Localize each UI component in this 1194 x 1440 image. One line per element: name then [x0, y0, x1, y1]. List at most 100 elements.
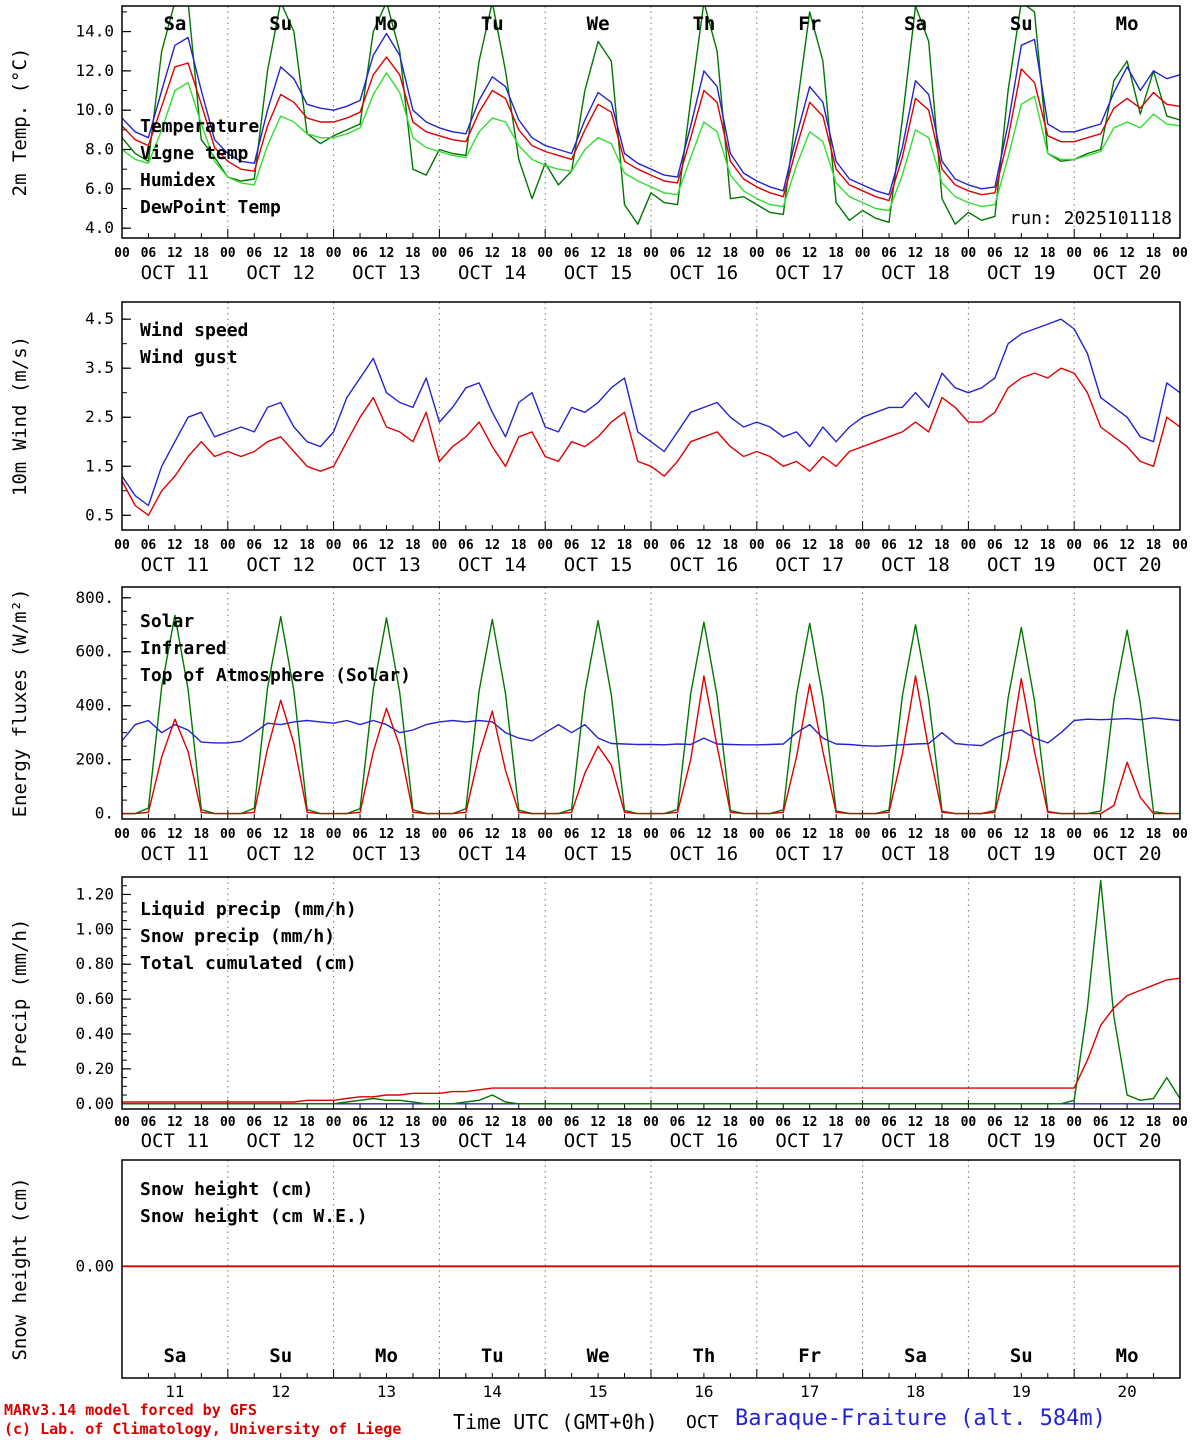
- svg-text:06: 06: [458, 1115, 474, 1130]
- svg-text:12: 12: [273, 246, 289, 261]
- svg-text:Fr: Fr: [798, 1345, 821, 1367]
- svg-text:OCT 18: OCT 18: [881, 843, 950, 863]
- svg-text:18: 18: [1146, 1115, 1162, 1130]
- svg-text:Su: Su: [1010, 13, 1033, 35]
- svg-text:12: 12: [802, 827, 818, 842]
- svg-text:14.0: 14.0: [75, 22, 114, 41]
- svg-text:run: 2025101118: run: 2025101118: [1009, 208, 1172, 229]
- svg-text:00: 00: [855, 827, 871, 842]
- svg-text:12: 12: [484, 538, 500, 553]
- svg-text:OCT 17: OCT 17: [775, 262, 844, 284]
- svg-text:19: 19: [1012, 1382, 1031, 1400]
- svg-text:00: 00: [961, 246, 977, 261]
- svg-text:00: 00: [220, 246, 236, 261]
- svg-text:06: 06: [564, 246, 580, 261]
- svg-text:00: 00: [432, 1115, 448, 1130]
- svg-text:06: 06: [246, 827, 262, 842]
- svg-text:18: 18: [906, 1382, 925, 1400]
- svg-text:OCT 13: OCT 13: [352, 554, 421, 575]
- svg-text:00: 00: [537, 827, 553, 842]
- svg-text:12: 12: [908, 246, 924, 261]
- svg-text:06: 06: [881, 538, 897, 553]
- svg-text:12: 12: [379, 827, 395, 842]
- svg-text:18: 18: [194, 246, 210, 261]
- svg-text:OCT 17: OCT 17: [775, 1130, 844, 1150]
- svg-text:00: 00: [326, 246, 342, 261]
- svg-text:Snow height (cm): Snow height (cm): [9, 1177, 31, 1360]
- svg-text:1.00: 1.00: [75, 919, 114, 938]
- svg-text:00: 00: [220, 827, 236, 842]
- svg-text:OCT 12: OCT 12: [246, 262, 315, 284]
- svg-text:12: 12: [1119, 1115, 1135, 1130]
- svg-text:Vigne temp: Vigne temp: [140, 143, 249, 164]
- svg-text:18: 18: [405, 827, 421, 842]
- svg-text:00: 00: [855, 538, 871, 553]
- svg-text:06: 06: [775, 827, 791, 842]
- svg-text:Su: Su: [269, 13, 292, 35]
- svg-text:18: 18: [511, 538, 527, 553]
- svg-text:18: 18: [194, 827, 210, 842]
- svg-text:00: 00: [1066, 538, 1082, 553]
- svg-text:18: 18: [723, 827, 739, 842]
- svg-text:Sa: Sa: [163, 13, 186, 35]
- svg-text:Mo: Mo: [1116, 13, 1139, 35]
- svg-text:Tu: Tu: [481, 1345, 504, 1367]
- svg-text:OCT 15: OCT 15: [564, 1130, 633, 1150]
- model-credit-line: MARv3.14 model forced by GFS: [4, 1401, 257, 1419]
- svg-text:06: 06: [458, 538, 474, 553]
- svg-text:00: 00: [643, 1115, 659, 1130]
- svg-text:12: 12: [484, 246, 500, 261]
- snow-height-panel-chart: 0.00 Snow height (cm) Snow height (cm) Snow…: [9, 1159, 1181, 1400]
- svg-text:00: 00: [1172, 246, 1188, 261]
- svg-text:Su: Su: [269, 1345, 292, 1367]
- svg-text:400.: 400.: [75, 696, 114, 715]
- svg-text:OCT 11: OCT 11: [141, 843, 210, 863]
- svg-text:00: 00: [114, 246, 130, 261]
- svg-text:18: 18: [828, 538, 844, 553]
- svg-text:12: 12: [696, 827, 712, 842]
- svg-text:0.40: 0.40: [75, 1024, 114, 1043]
- svg-text:06: 06: [246, 246, 262, 261]
- svg-text:00: 00: [114, 827, 130, 842]
- svg-text:Th: Th: [692, 1345, 715, 1367]
- svg-text:OCT 12: OCT 12: [246, 843, 315, 863]
- svg-text:OCT 11: OCT 11: [141, 554, 210, 575]
- svg-text:00: 00: [643, 827, 659, 842]
- svg-text:12: 12: [273, 827, 289, 842]
- svg-text:18: 18: [617, 1115, 633, 1130]
- svg-text:1.5: 1.5: [85, 456, 114, 475]
- svg-text:OCT 16: OCT 16: [670, 1130, 739, 1150]
- svg-text:18: 18: [1040, 538, 1056, 553]
- svg-text:Total cumulated (cm): Total cumulated (cm): [140, 953, 357, 974]
- x-axis-month-label: OCT: [686, 1412, 719, 1433]
- svg-text:12: 12: [590, 246, 606, 261]
- svg-text:12: 12: [379, 538, 395, 553]
- svg-text:Sa: Sa: [163, 1345, 186, 1367]
- svg-text:Solar: Solar: [140, 611, 194, 632]
- svg-text:OCT 16: OCT 16: [670, 554, 739, 575]
- svg-text:06: 06: [1093, 827, 1109, 842]
- svg-text:Mo: Mo: [375, 1345, 398, 1367]
- svg-text:12: 12: [167, 538, 183, 553]
- svg-text:OCT 14: OCT 14: [458, 1130, 527, 1150]
- svg-text:00: 00: [537, 1115, 553, 1130]
- svg-text:14: 14: [483, 1382, 502, 1400]
- svg-text:Precip (mm/h): Precip (mm/h): [9, 919, 31, 1068]
- svg-text:12: 12: [1119, 246, 1135, 261]
- svg-text:0.: 0.: [95, 804, 114, 823]
- svg-text:18: 18: [828, 1115, 844, 1130]
- svg-text:OCT 12: OCT 12: [246, 1130, 315, 1150]
- svg-text:Humidex: Humidex: [140, 170, 216, 191]
- lab-credit-line: (c) Lab. of Climatology, University of L…: [4, 1420, 402, 1438]
- svg-text:18: 18: [934, 246, 950, 261]
- svg-text:Liquid precip (mm/h): Liquid precip (mm/h): [140, 899, 357, 920]
- svg-text:12.0: 12.0: [75, 61, 114, 80]
- svg-text:18: 18: [194, 1115, 210, 1130]
- svg-text:00: 00: [749, 1115, 765, 1130]
- svg-text:OCT 15: OCT 15: [564, 554, 633, 575]
- svg-text:OCT 20: OCT 20: [1093, 1130, 1162, 1150]
- svg-text:00: 00: [432, 538, 448, 553]
- svg-text:8.0: 8.0: [85, 140, 114, 159]
- svg-text:06: 06: [141, 827, 157, 842]
